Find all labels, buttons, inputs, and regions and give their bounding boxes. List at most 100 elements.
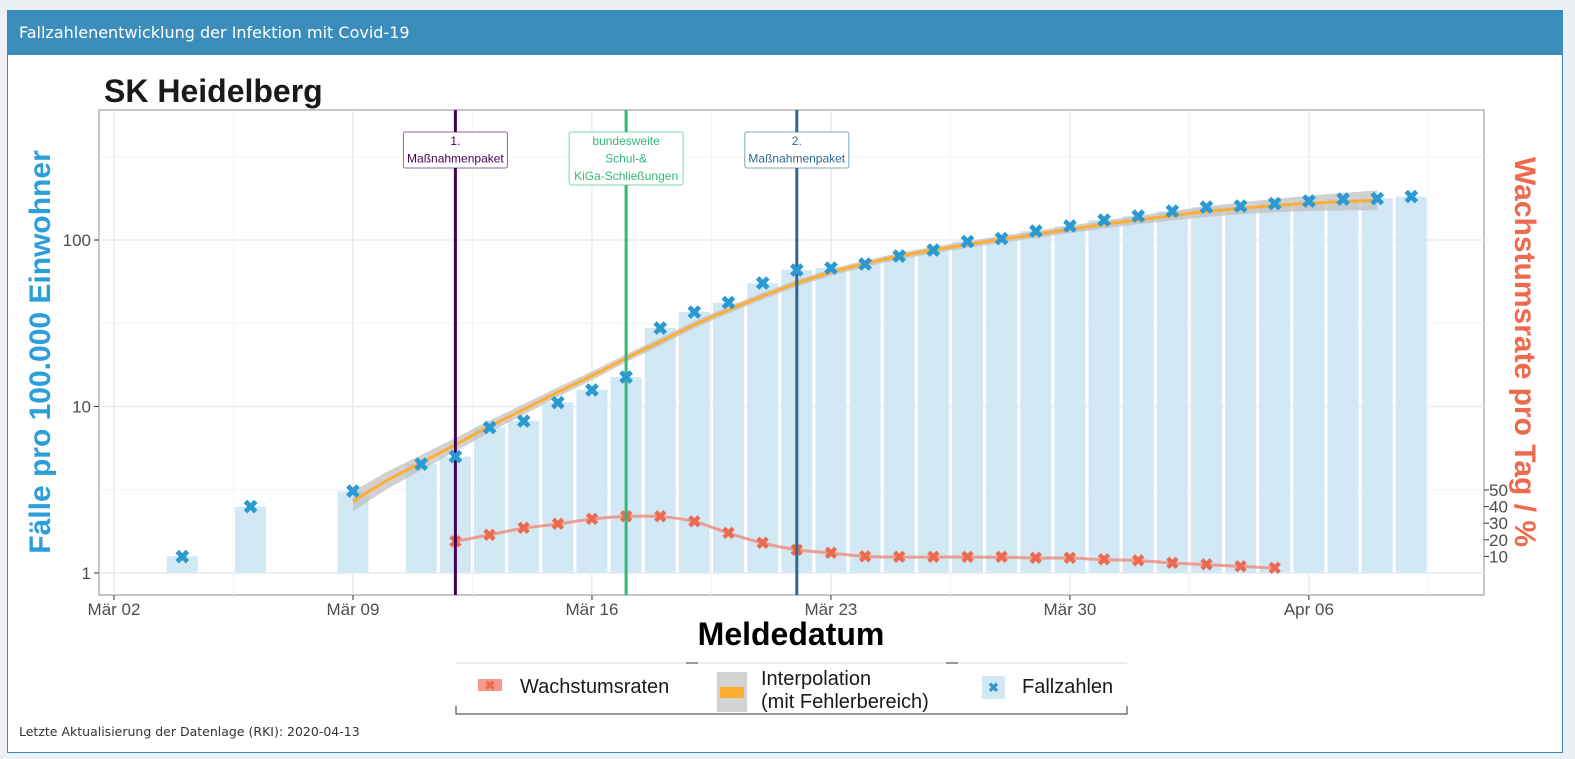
chart-title: SK Heidelberg (104, 73, 323, 109)
case-marker: ✖ (1028, 222, 1044, 243)
y-tick-label: 10 (72, 398, 91, 417)
legend: ✖ Wachstumsraten Interpolation (mit Fehl… (455, 662, 1128, 715)
last-update-note: Letzte Aktualisierung der Datenlage (RKI… (19, 724, 360, 739)
growth-rate-marker: ✖ (892, 548, 906, 567)
case-marker: ✖ (823, 259, 839, 280)
y2-axis-title: Wachstumsrate pro Tag / % (1508, 157, 1541, 547)
growth-rate-marker: ✖ (756, 534, 770, 553)
case-bar (883, 256, 915, 573)
case-marker: ✖ (994, 230, 1010, 251)
case-bar (1327, 199, 1359, 574)
case-bar (235, 506, 267, 573)
growth-rate-marker: ✖ (585, 510, 599, 529)
annotation-label: bundesweite (592, 134, 660, 148)
case-bar (1020, 231, 1052, 573)
case-bar (678, 311, 710, 573)
annotation-box (402, 131, 508, 169)
case-bar (644, 328, 676, 573)
legend-cases-x-icon: ✖ (988, 680, 999, 695)
case-bar (917, 250, 949, 573)
case-marker: ✖ (584, 381, 600, 402)
case-bar (405, 464, 437, 573)
case-marker: ✖ (516, 412, 532, 433)
case-marker: ✖ (1164, 202, 1180, 223)
case-bar (1054, 226, 1086, 573)
case-bar (1293, 201, 1325, 573)
annotation-label: Schul-& (605, 152, 647, 166)
legend-growth-label: Wachstumsraten (520, 676, 669, 698)
case-bar (815, 267, 847, 573)
x-tick-label: Mär 30 (1043, 600, 1096, 619)
case-bar (576, 389, 608, 573)
y2-tick-label: 20 (1489, 531, 1508, 550)
growth-rate-marker: ✖ (1063, 549, 1077, 568)
case-bar (1088, 219, 1120, 573)
y-tick-label: 1 (82, 564, 91, 583)
case-bar (1190, 206, 1222, 574)
y2-tick-label: 40 (1489, 498, 1508, 517)
growth-rate-marker: ✖ (995, 548, 1009, 567)
growth-rate-marker: ✖ (1131, 552, 1145, 571)
case-bar (849, 263, 881, 573)
interpolation-line (352, 198, 1378, 503)
case-marker: ✖ (1267, 194, 1283, 215)
growth-rate-marker: ✖ (482, 526, 496, 545)
case-bar (508, 420, 540, 573)
growth-rate-marker: ✖ (721, 524, 735, 543)
annotation-box (568, 131, 684, 186)
case-marker: ✖ (960, 232, 976, 253)
growth-rate-marker: ✖ (926, 548, 940, 567)
case-marker: ✖ (755, 274, 771, 295)
growth-rate-line (455, 514, 1275, 570)
growth-rate-marker: ✖ (960, 548, 974, 567)
case-bar (1122, 216, 1154, 573)
annotation-label: KiGa-Schließungen (574, 169, 678, 183)
x-tick-label: Mär 09 (327, 600, 380, 619)
legend-cases-key (982, 676, 1005, 699)
growth-rate-marker: ✖ (1097, 551, 1111, 570)
case-bar (986, 238, 1018, 574)
case-marker: ✖ (891, 247, 907, 268)
panel-header: Fallzahlenentwicklung der Infektion mit … (8, 11, 1562, 55)
case-marker: ✖ (447, 448, 463, 469)
case-marker: ✖ (1130, 207, 1146, 228)
case-marker: ✖ (686, 303, 702, 324)
case-marker: ✖ (550, 393, 566, 414)
case-bar (1395, 196, 1427, 573)
legend-interpolation-line (720, 687, 744, 698)
legend-interpolation-sublabel: (mit Fehlerbereich) (761, 691, 929, 713)
case-bar (166, 556, 198, 573)
legend-cases-label: Fallzahlen (1022, 676, 1113, 698)
annotation-label: 1. (450, 134, 460, 148)
growth-rate-marker: ✖ (1233, 557, 1247, 576)
legend-growth-key (478, 679, 502, 691)
x-tick-label: Mär 16 (565, 600, 618, 619)
case-bar (474, 427, 506, 573)
case-marker: ✖ (243, 498, 259, 519)
growth-rate-marker: ✖ (858, 547, 872, 566)
growth-rate-marker: ✖ (1029, 549, 1043, 568)
case-marker: ✖ (1335, 190, 1351, 211)
growth-rate-marker: ✖ (551, 515, 565, 534)
annotation-box (744, 131, 850, 169)
case-marker: ✖ (413, 455, 429, 476)
growth-rate-marker: ✖ (1199, 556, 1213, 575)
case-marker: ✖ (1199, 198, 1215, 219)
x-axis-title: Meldedatum (698, 616, 885, 652)
case-bar (952, 241, 983, 573)
growth-rate-marker: ✖ (517, 519, 531, 538)
case-marker: ✖ (1096, 211, 1112, 232)
annotation-label: Maßnahmenpaket (748, 152, 845, 166)
case-bar (542, 402, 574, 573)
case-marker: ✖ (925, 241, 941, 262)
case-marker: ✖ (857, 255, 873, 276)
y2-tick-label: 50 (1489, 481, 1508, 500)
case-marker: ✖ (345, 482, 361, 503)
y2-tick-label: 10 (1489, 547, 1508, 566)
annotation-label: 2. (792, 134, 802, 148)
case-marker: ✖ (1062, 217, 1078, 238)
growth-rate-marker: ✖ (1165, 554, 1179, 573)
y-tick-label: 100 (63, 231, 91, 250)
annotation-label: Maßnahmenpaket (407, 152, 504, 166)
